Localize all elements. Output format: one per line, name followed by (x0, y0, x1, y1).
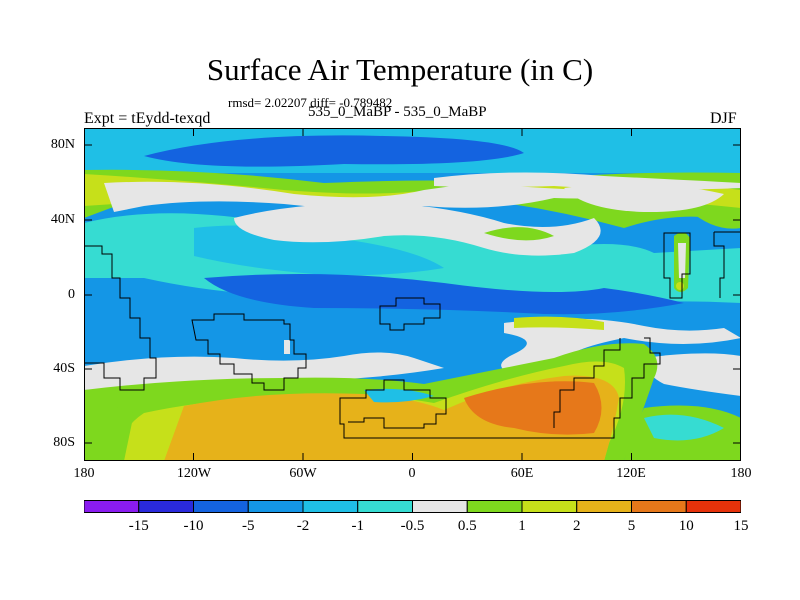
colorbar-label: 2 (573, 518, 581, 534)
lat-label-40n: 40N (50, 212, 75, 227)
colorbar-label: 5 (627, 518, 636, 534)
lon-label-120e: 120E (616, 466, 646, 481)
lat-label-eq: 0 (68, 287, 75, 302)
coastline (84, 231, 741, 439)
colorbar-label: -5 (242, 518, 255, 534)
lat-label-80n: 80N (50, 137, 75, 152)
season-label: DJF (710, 110, 737, 127)
colorbar-label: 15 (733, 518, 749, 534)
colorbar-label: 10 (678, 518, 694, 534)
tick-marks (84, 128, 741, 461)
colorbar-swatch (466, 500, 523, 513)
colorbar-label: -1 (351, 518, 365, 534)
colorbar-label: 1 (518, 518, 526, 534)
plot-title: Surface Air Temperature (in C) (206, 52, 594, 87)
colorbar-swatch (576, 500, 632, 513)
lon-label-60w: 60W (289, 466, 317, 481)
lon-label-60e: 60E (510, 466, 534, 481)
colorbar-swatch (631, 500, 687, 513)
experiment-label: Expt = tEydd-texqd (84, 110, 211, 127)
colorbar-swatch (521, 500, 578, 513)
colorbar-label: 0.5 (457, 518, 477, 534)
colorbar-label: -2 (296, 518, 310, 534)
lon-label-0: 0 (408, 466, 416, 481)
stats-text: rmsd= 2.02207 diff= -0.789482 (228, 95, 393, 110)
lon-label-120w: 120W (176, 466, 212, 481)
contour-fill (84, 128, 741, 461)
lat-label-80s: 80S (53, 435, 75, 450)
colorbar-swatch (685, 500, 741, 513)
colorbar-label: -0.5 (400, 518, 425, 534)
comparison-label: 535_0_MaBP - 535_0_MaBP (308, 104, 487, 120)
colorbar-swatch (302, 500, 359, 513)
lat-label-40s: 40S (53, 361, 75, 376)
colorbar-swatch (84, 500, 140, 513)
colorbar-swatch (247, 500, 304, 513)
lon-label-180w: 180 (73, 466, 95, 481)
lon-label-180e: 180 (730, 466, 752, 481)
colorbar-swatch (193, 500, 249, 513)
colorbar-swatch (357, 500, 413, 513)
colorbar-label: -15 (128, 518, 149, 534)
colorbar-swatch (138, 500, 194, 513)
colorbar-swatch (412, 500, 468, 513)
colorbar (84, 500, 741, 513)
temperature-map (84, 128, 741, 461)
colorbar-label: -10 (183, 518, 204, 534)
